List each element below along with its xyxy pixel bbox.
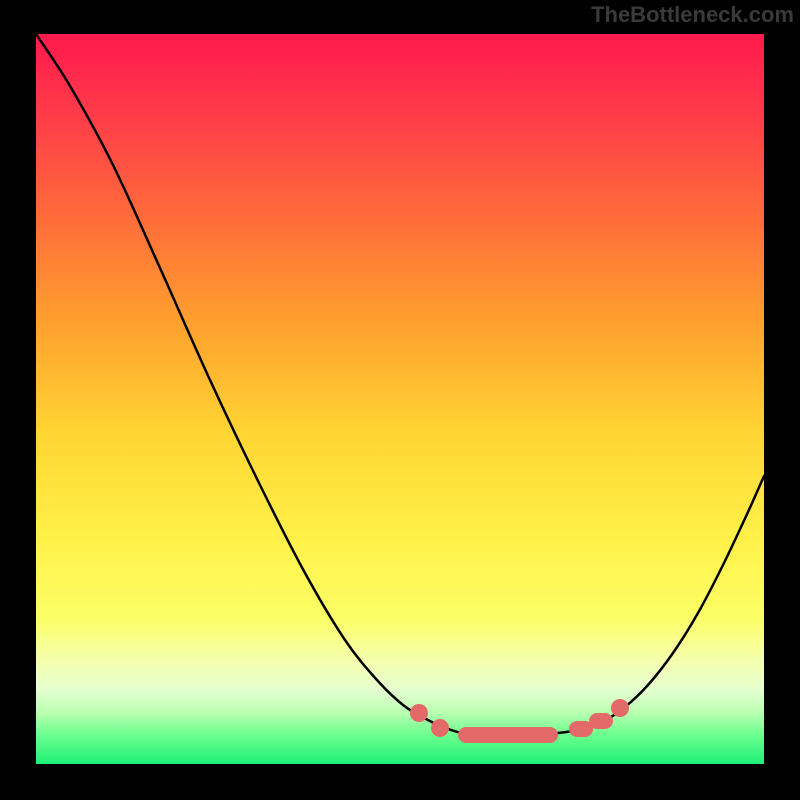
highlight-capsule (589, 713, 613, 729)
watermark-text: TheBottleneck.com (591, 2, 794, 28)
highlight-dot (410, 704, 428, 722)
highlight-dot (431, 719, 449, 737)
chart-frame: TheBottleneck.com (0, 0, 800, 800)
highlight-dot (611, 699, 629, 717)
bottleneck-curve (36, 34, 764, 735)
highlight-markers (410, 699, 629, 743)
highlight-capsule (458, 727, 558, 743)
plot-area (36, 34, 764, 764)
curve-layer (36, 34, 764, 764)
